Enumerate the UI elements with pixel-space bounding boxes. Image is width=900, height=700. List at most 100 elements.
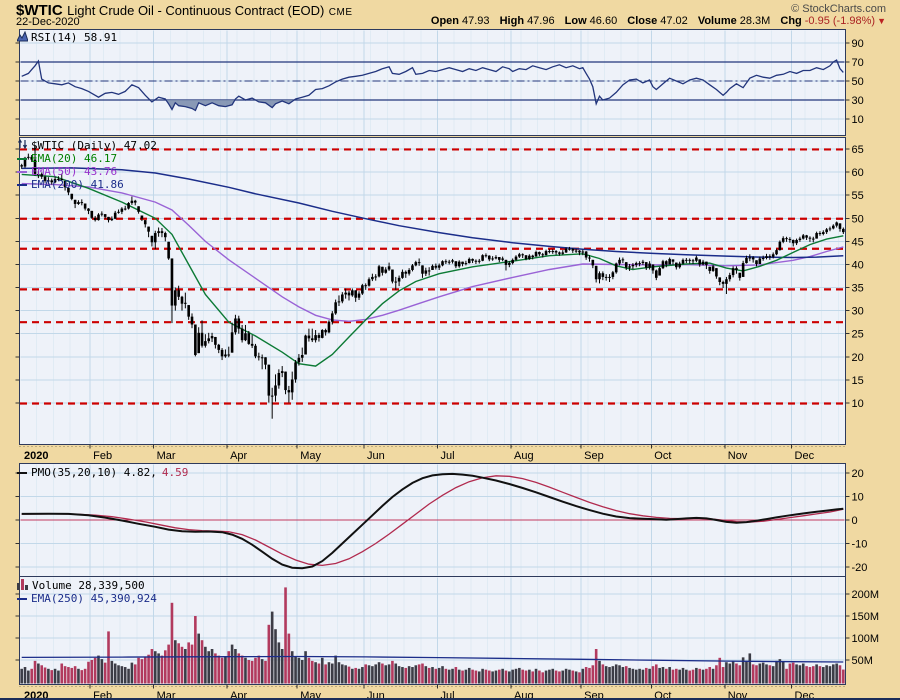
month-label: Jun bbox=[367, 450, 385, 462]
exchange-label: CME bbox=[328, 7, 353, 18]
high-value: 47.96 bbox=[527, 15, 555, 27]
rsi-legend-label: RSI(14) 58.91 bbox=[31, 31, 118, 44]
month-label: Apr bbox=[230, 690, 247, 700]
month-label: Dec bbox=[795, 450, 815, 462]
ema20-swatch bbox=[17, 157, 27, 160]
month-label: Mar bbox=[157, 690, 176, 700]
axis-tick-label: 90 bbox=[852, 38, 864, 50]
month-label: 2020 bbox=[24, 450, 48, 462]
axis-tick-label: 10 bbox=[852, 398, 864, 410]
rsi-line bbox=[21, 59, 844, 112]
axis-tick-label: 15 bbox=[852, 375, 864, 387]
axis-tick-label: -10 bbox=[852, 539, 868, 551]
month-label: Jul bbox=[441, 450, 455, 462]
volume-ema-line bbox=[21, 655, 844, 663]
copyright: © StockCharts.com bbox=[791, 3, 886, 15]
chart-date: 22-Dec-2020 bbox=[16, 16, 80, 28]
axis-tick-label: 0 bbox=[852, 515, 858, 527]
axis-tick-label: 70 bbox=[852, 57, 864, 69]
axis-tick-label: -20 bbox=[852, 562, 868, 574]
axis-tick-label: 35 bbox=[852, 283, 864, 295]
axis-tick-label: 10 bbox=[852, 492, 864, 504]
price-candles bbox=[20, 145, 845, 419]
month-label: Oct bbox=[654, 690, 671, 700]
month-label: Apr bbox=[230, 450, 247, 462]
chart-header: $WTIC Light Crude Oil - Continuous Contr… bbox=[0, 0, 900, 29]
pmo-signal-value: 4.59 bbox=[161, 466, 189, 479]
axis-tick-label: 60 bbox=[852, 167, 864, 179]
axis-tick-label: 50 bbox=[852, 76, 864, 88]
chg-label: Chg bbox=[780, 15, 802, 27]
rsi-shaded-region bbox=[166, 100, 235, 111]
close-value: 47.02 bbox=[660, 15, 688, 27]
low-label: Low bbox=[564, 15, 587, 27]
volume-ema-swatch bbox=[17, 597, 27, 600]
axis-tick-label: 50M bbox=[852, 655, 873, 667]
month-label: Aug bbox=[514, 450, 534, 462]
ema20-line bbox=[21, 173, 844, 367]
price-legend-label: $WTIC (Daily) 47.02 bbox=[31, 139, 157, 152]
instrument-title: Light Crude Oil - Continuous Contract (E… bbox=[67, 3, 325, 18]
axis-tick-label: 20 bbox=[852, 468, 864, 480]
axis-tick-label: 100M bbox=[852, 633, 880, 645]
low-value: 46.60 bbox=[589, 15, 618, 27]
month-label: Jul bbox=[441, 690, 455, 700]
ema20-legend-label: EMA(20) 46.17 bbox=[31, 152, 118, 165]
ema200-legend-label: EMA(200) 41.86 bbox=[31, 178, 124, 191]
candlestick-icon bbox=[17, 138, 28, 153]
month-label: Aug bbox=[514, 690, 534, 700]
month-label: Feb bbox=[93, 450, 112, 462]
ema200-line bbox=[21, 167, 844, 259]
ema50-legend-label: EMA(50) 43.76 bbox=[31, 165, 118, 178]
axis-tick-label: 55 bbox=[852, 190, 864, 202]
month-label: Feb bbox=[93, 690, 112, 700]
volume-label: Volume bbox=[697, 15, 737, 27]
month-label: 2020 bbox=[24, 690, 48, 700]
rsi-panel bbox=[19, 29, 846, 136]
price-legend: $WTIC (Daily) 47.02 EMA(20) 46.17 EMA(50… bbox=[17, 138, 157, 191]
rsi-area-icon bbox=[16, 30, 29, 45]
volume-legend: Volume 28,339,500 EMA(250) 45,390,924 bbox=[17, 578, 157, 605]
ticker-symbol: $WTIC bbox=[16, 2, 63, 19]
month-label: Nov bbox=[728, 690, 748, 700]
volume-value: 28.3M bbox=[739, 15, 771, 27]
axis-tick-label: 200M bbox=[852, 589, 880, 601]
axis-tick-label: 50 bbox=[852, 213, 864, 225]
month-label: May bbox=[300, 690, 321, 700]
axis-tick-label: 25 bbox=[852, 329, 864, 341]
axis-tick-label: 65 bbox=[852, 144, 864, 156]
pmo-swatch bbox=[17, 471, 27, 474]
pmo-line bbox=[21, 472, 844, 570]
volume-legend-label: Volume 28,339,500 bbox=[32, 579, 145, 592]
chg-value: -0.95 (-1.98%) bbox=[804, 15, 876, 27]
axis-tick-label: 30 bbox=[852, 95, 864, 107]
month-label: Sep bbox=[584, 450, 604, 462]
quote-row: Open 47.93 High 47.96 Low 46.60 Close 47.02 … bbox=[424, 15, 886, 27]
month-label: Mar bbox=[157, 450, 176, 462]
pmo-legend-label: PMO(35,20,10) 4.82, bbox=[31, 466, 157, 479]
down-arrow-icon: ▼ bbox=[877, 16, 886, 26]
open-label: Open bbox=[430, 15, 460, 27]
open-value: 47.93 bbox=[462, 15, 490, 27]
pmo-legend: PMO(35,20,10) 4.82, 4.59 bbox=[17, 466, 188, 479]
chart-title-row: $WTIC Light Crude Oil - Continuous Contr… bbox=[16, 2, 353, 20]
month-label: Dec bbox=[795, 690, 815, 700]
volume-bars bbox=[20, 587, 845, 684]
high-label: High bbox=[499, 15, 525, 27]
axis-tick-label: 30 bbox=[852, 306, 864, 318]
axis-tick-label: 10 bbox=[852, 114, 864, 126]
month-label: Nov bbox=[728, 450, 748, 462]
axis-tick-label: 45 bbox=[852, 236, 864, 248]
axis-tick-label: 40 bbox=[852, 259, 864, 271]
axis-tick-label: 150M bbox=[852, 611, 880, 623]
rsi-legend: RSI(14) 58.91 bbox=[16, 30, 118, 45]
price-panel bbox=[19, 137, 846, 445]
month-label: Jun bbox=[367, 690, 385, 700]
month-label: Sep bbox=[584, 690, 604, 700]
close-label: Close bbox=[627, 15, 658, 27]
axis-tick-label: 20 bbox=[852, 352, 864, 364]
ema50-swatch bbox=[17, 170, 27, 173]
month-label: Oct bbox=[654, 450, 671, 462]
ema200-swatch bbox=[17, 183, 27, 186]
